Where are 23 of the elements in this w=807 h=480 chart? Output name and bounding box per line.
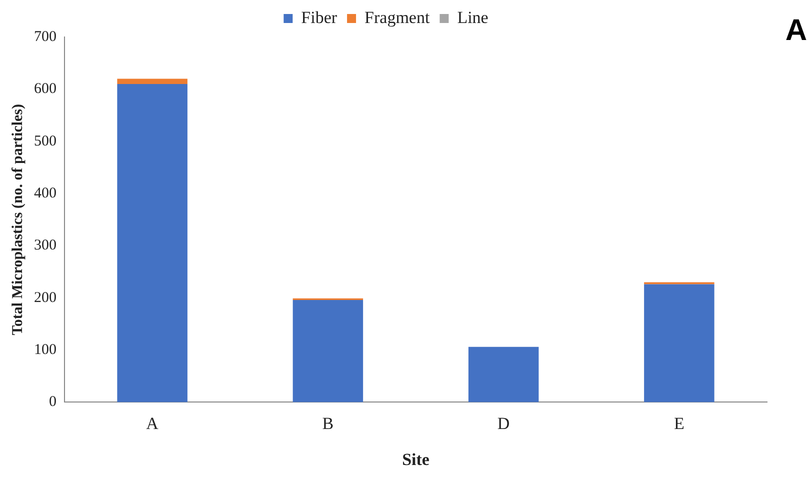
bar: [117, 78, 188, 84]
y-tick-label: 600: [34, 81, 56, 98]
text: A: [785, 14, 807, 48]
legend-label: Line: [457, 8, 488, 27]
y-axis-title: Total Microplastics (no. of particles): [10, 104, 26, 336]
bar: [292, 300, 364, 402]
y-tick-label: 300: [34, 238, 56, 254]
y-tick-label: 400: [34, 185, 56, 202]
bar: [644, 284, 714, 402]
x-tick-label: D: [497, 414, 510, 433]
y-tick-label: 100: [34, 342, 56, 358]
bar: [468, 346, 539, 402]
y-tick-label: 0: [49, 394, 56, 410]
x-tick-label: A: [146, 414, 160, 433]
x-tick-label: B: [322, 414, 334, 433]
y-tick-label: 500: [34, 133, 56, 150]
legend-label: Fragment: [364, 8, 430, 27]
bar: [117, 84, 188, 402]
x-tick-label: E: [674, 414, 684, 433]
x-axis-title: Site: [402, 450, 430, 470]
y-tick-label: 700: [34, 28, 56, 45]
y-tick-label: 200: [34, 290, 56, 306]
legend-label: Fiber: [301, 8, 338, 27]
